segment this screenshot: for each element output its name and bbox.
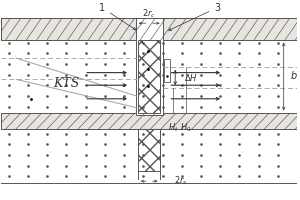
Text: $2r_c$: $2r_c$ — [142, 7, 156, 20]
Text: $2r_s$: $2r_s$ — [174, 175, 188, 187]
Bar — [2, 113, 297, 129]
Bar — [138, 129, 160, 171]
Bar — [136, 18, 163, 115]
Text: $H_0$: $H_0$ — [180, 121, 192, 134]
Text: 1: 1 — [99, 3, 136, 30]
Bar — [2, 18, 297, 40]
Text: $H_t$: $H_t$ — [168, 121, 179, 134]
Bar — [138, 40, 160, 113]
Bar — [164, 59, 170, 82]
Text: b: b — [291, 71, 297, 81]
Text: KTS: KTS — [53, 77, 80, 90]
Text: $\Delta H$: $\Delta H$ — [184, 72, 198, 83]
Text: 3: 3 — [169, 3, 220, 30]
